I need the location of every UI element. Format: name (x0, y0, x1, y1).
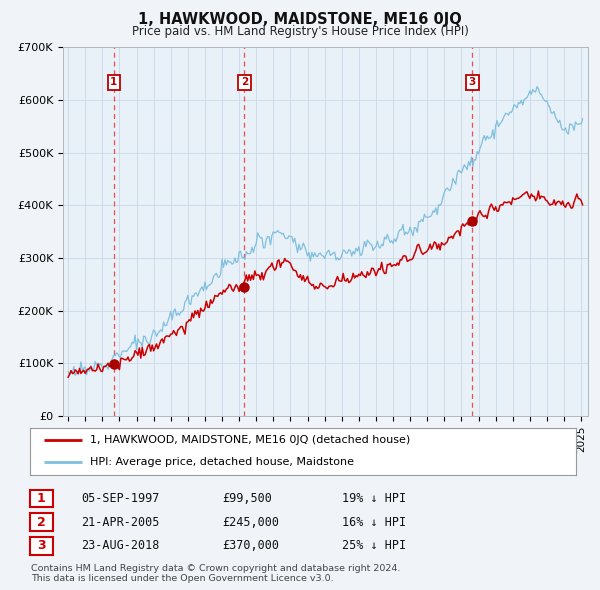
Text: 3: 3 (37, 539, 46, 552)
Text: 2: 2 (241, 77, 248, 87)
Text: 16% ↓ HPI: 16% ↓ HPI (342, 516, 406, 529)
Text: Price paid vs. HM Land Registry's House Price Index (HPI): Price paid vs. HM Land Registry's House … (131, 25, 469, 38)
Text: £370,000: £370,000 (222, 539, 279, 552)
Text: 1, HAWKWOOD, MAIDSTONE, ME16 0JQ: 1, HAWKWOOD, MAIDSTONE, ME16 0JQ (138, 12, 462, 27)
Text: 1: 1 (110, 77, 118, 87)
Text: 05-SEP-1997: 05-SEP-1997 (81, 492, 160, 505)
Text: HPI: Average price, detached house, Maidstone: HPI: Average price, detached house, Maid… (90, 457, 354, 467)
Text: 2: 2 (37, 516, 46, 529)
Text: 1, HAWKWOOD, MAIDSTONE, ME16 0JQ (detached house): 1, HAWKWOOD, MAIDSTONE, ME16 0JQ (detach… (90, 435, 410, 445)
Text: 3: 3 (469, 77, 476, 87)
Text: £99,500: £99,500 (222, 492, 272, 505)
Text: £245,000: £245,000 (222, 516, 279, 529)
Text: 23-AUG-2018: 23-AUG-2018 (81, 539, 160, 552)
Text: 25% ↓ HPI: 25% ↓ HPI (342, 539, 406, 552)
Text: 19% ↓ HPI: 19% ↓ HPI (342, 492, 406, 505)
Text: Contains HM Land Registry data © Crown copyright and database right 2024.
This d: Contains HM Land Registry data © Crown c… (31, 563, 401, 583)
Text: 21-APR-2005: 21-APR-2005 (81, 516, 160, 529)
Text: 1: 1 (37, 492, 46, 505)
